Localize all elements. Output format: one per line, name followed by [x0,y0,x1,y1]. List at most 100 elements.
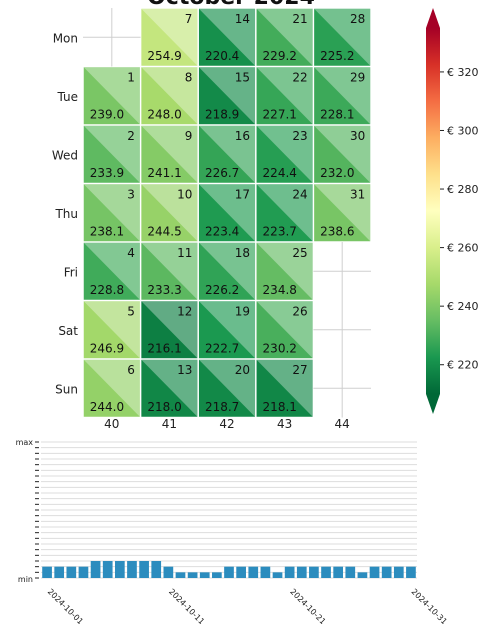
day-bar-20 [272,572,283,578]
day-cell-23: 23 224.4 [256,125,313,183]
day-number: 8 [185,70,193,84]
day-bar-19 [260,566,271,578]
day-cell-4: 4 228.8 [83,242,140,300]
day-number: 31 [350,187,365,201]
bar-xtick-label: 2024-10-11 [167,587,206,624]
day-cell-30: 30 232.0 [314,125,371,183]
day-cell-corner [256,242,313,300]
day-cell-fill [83,359,140,417]
day-cell-14: 14 220.4 [198,8,256,66]
day-number: 15 [235,70,250,84]
day-bar-23 [309,566,319,578]
day-cell-fill [141,8,198,66]
day-value: 244.0 [90,400,124,414]
day-cell-corner [141,67,198,125]
day-number: 20 [235,363,250,377]
day-cell-fill [256,301,313,359]
colorbar-tick-label: € 300 [447,124,479,137]
day-cell-corner [198,359,256,417]
day-cell-fill [141,359,198,417]
weekday-label-wed: Wed [52,148,78,162]
day-number: 7 [185,12,193,26]
day-bar-1 [42,566,52,578]
empty-day-marker [83,8,141,67]
day-number: 4 [127,246,135,260]
day-bar-16 [224,566,234,578]
weekday-label-tue: Tue [57,90,79,104]
weekday-label-sun: Sun [55,382,78,396]
day-cell-fill [314,125,371,183]
day-bar-27 [357,572,368,578]
day-cell-fill [198,125,256,183]
day-cell-corner [314,125,371,183]
day-value: 241.1 [147,166,181,180]
day-bar-30 [393,566,404,578]
day-value: 248.0 [147,107,181,121]
day-value: 238.6 [320,224,354,238]
day-cell-corner [256,67,313,125]
day-cell-20: 20 218.7 [198,359,256,417]
colorbar-extend-min [426,394,440,414]
colorbar-tick-label: € 220 [447,359,479,372]
day-cell-1: 1 239.0 [83,67,140,125]
day-number: 6 [127,363,135,377]
day-cell-corner [198,242,256,300]
week-label-40: 40 [104,417,119,431]
weekday-label-sat: Sat [58,324,78,338]
day-cell-fill [256,184,313,242]
day-value: 227.1 [263,107,297,121]
day-number: 16 [235,129,250,143]
day-value: 218.0 [147,400,181,414]
day-value: 254.9 [147,49,181,63]
week-label-44: 44 [335,417,350,431]
day-cell-5: 5 246.9 [83,301,140,359]
day-cell-corner [198,125,256,183]
day-number: 10 [177,187,192,201]
day-cell-corner [314,67,371,125]
day-cell-7: 7 254.9 [141,8,198,66]
day-cell-fill [141,125,198,183]
colorbar-extend-max [426,8,440,28]
day-number: 3 [127,187,135,201]
day-value: 233.9 [90,166,124,180]
day-cell-corner [83,242,140,300]
day-cell-fill [198,359,256,417]
day-value: 234.8 [263,283,297,297]
day-value: 228.1 [320,107,354,121]
day-cell-corner [198,8,256,66]
day-value: 229.2 [263,49,297,63]
colorbar-gradient [426,28,440,394]
day-cell-corner [198,184,256,242]
day-cell-19: 19 222.7 [198,301,256,359]
day-value: 226.7 [205,166,239,180]
day-number: 17 [235,187,250,201]
day-cell-8: 8 248.0 [141,67,198,125]
day-cell-12: 12 216.1 [141,301,198,359]
colorbar-tick-label: € 280 [447,183,479,196]
day-cell-fill [198,184,256,242]
day-cell-21: 21 229.2 [256,8,313,66]
day-value: 226.2 [205,283,239,297]
day-cell-9: 9 241.1 [141,125,198,183]
day-number: 11 [177,246,192,260]
week-label-42: 42 [219,417,234,431]
day-cell-fill [141,184,198,242]
day-cell-28: 28 225.2 [314,8,371,66]
colorbar-tick-label: € 240 [447,300,479,313]
day-cell-6: 6 244.0 [83,359,140,417]
day-cell-corner [83,359,140,417]
day-cell-11: 11 233.3 [141,242,198,300]
day-number: 14 [235,12,250,26]
day-number: 2 [127,129,135,143]
day-value: 223.7 [263,224,297,238]
day-bar-7 [114,561,125,578]
day-cell-26: 26 230.2 [256,301,313,359]
day-value: 232.0 [320,166,354,180]
day-number: 9 [185,129,193,143]
day-number: 21 [292,12,307,26]
empty-day-marker [313,359,371,418]
day-cell-fill [314,67,371,125]
day-bar-21 [284,566,295,578]
day-bar-12 [175,572,186,578]
